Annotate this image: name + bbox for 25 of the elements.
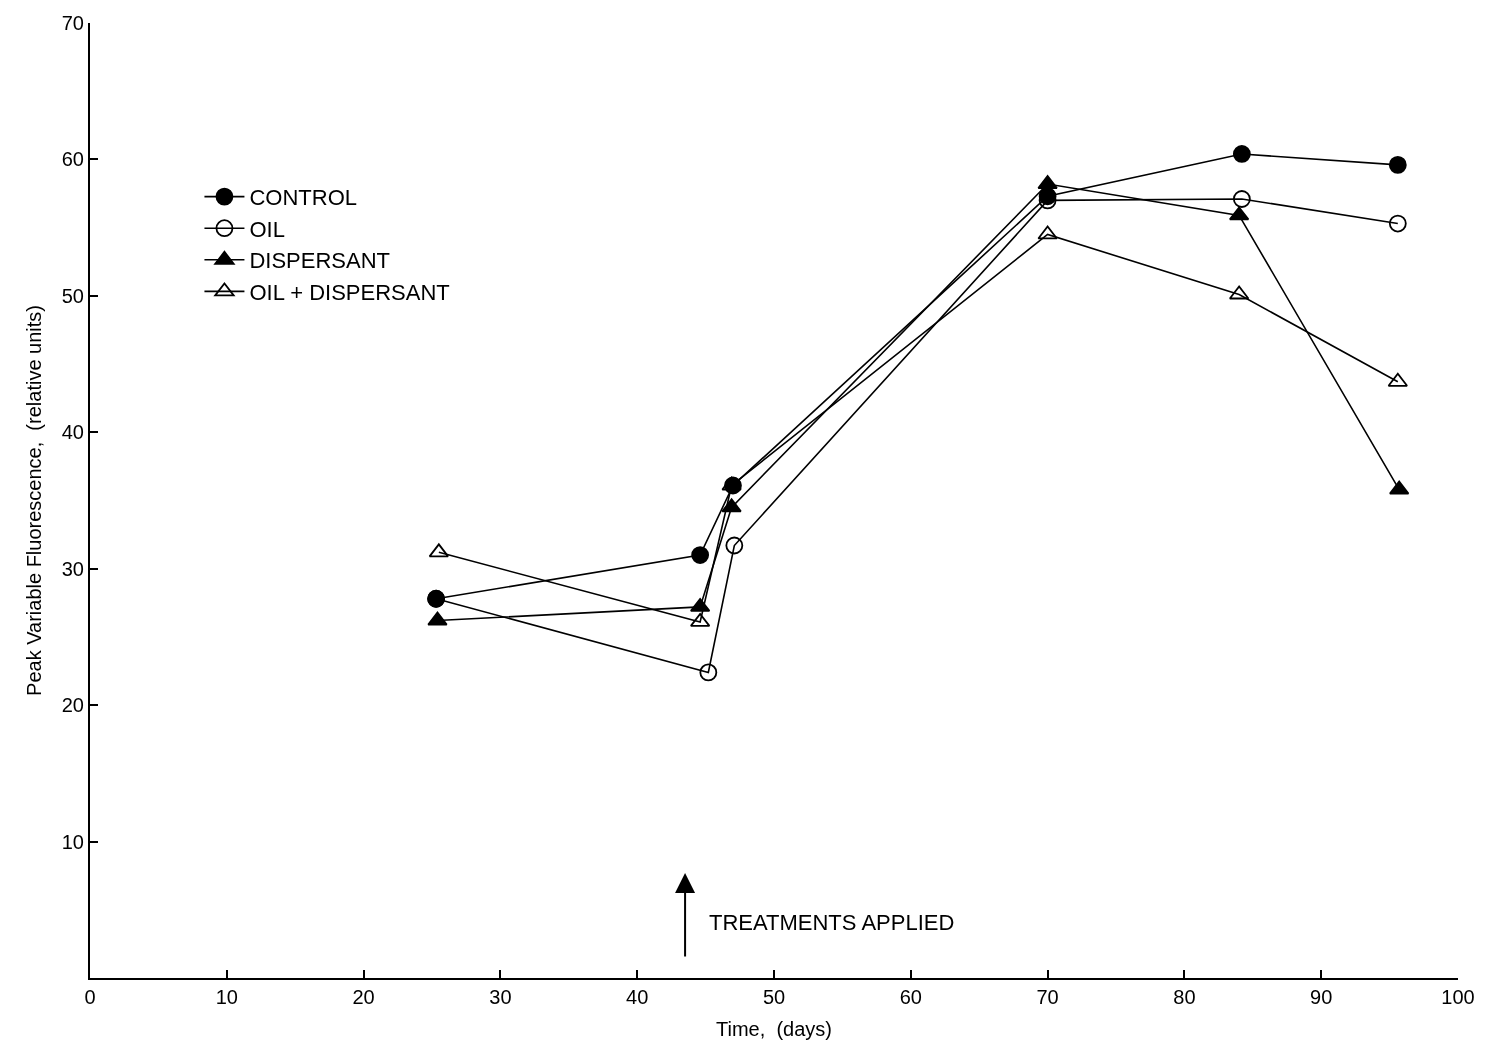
x-tick-label: 50 — [762, 986, 786, 1008]
x-tick-label: 100 — [1441, 986, 1475, 1008]
legend-label: OIL — [249, 216, 285, 242]
y-tick-label: 60 — [61, 148, 84, 171]
x-tick-label: 30 — [489, 986, 512, 1008]
y-axis-title: Peak Variable Fluorescence, (relative units) — [22, 305, 45, 696]
x-tick-label: 40 — [626, 986, 649, 1008]
y-tick-label: 70 — [61, 12, 84, 34]
y-tick-label: 10 — [61, 830, 84, 853]
x-tick-label: 20 — [352, 986, 375, 1008]
legend-label: OIL + DISPERSANT — [249, 279, 450, 305]
y-tick-label: 50 — [61, 284, 84, 307]
annotation: TREATMENTS APPLIED — [709, 910, 955, 935]
x-tick-label: 90 — [1310, 986, 1333, 1008]
x-tick-label: 60 — [899, 986, 922, 1008]
legend-label: DISPERSANT — [249, 248, 391, 274]
x-tick-label: 70 — [1036, 986, 1059, 1008]
x-tick-label: 10 — [215, 986, 238, 1008]
x-axis-title: Time, (days) — [716, 1018, 832, 1040]
y-tick-label: 40 — [61, 421, 84, 444]
legend-label: CONTROL — [249, 185, 357, 211]
y-tick-label: 30 — [61, 557, 84, 580]
x-tick-label: 80 — [1173, 986, 1196, 1008]
y-tick-label: 20 — [61, 694, 84, 717]
x-tick-label: 0 — [84, 986, 96, 1008]
